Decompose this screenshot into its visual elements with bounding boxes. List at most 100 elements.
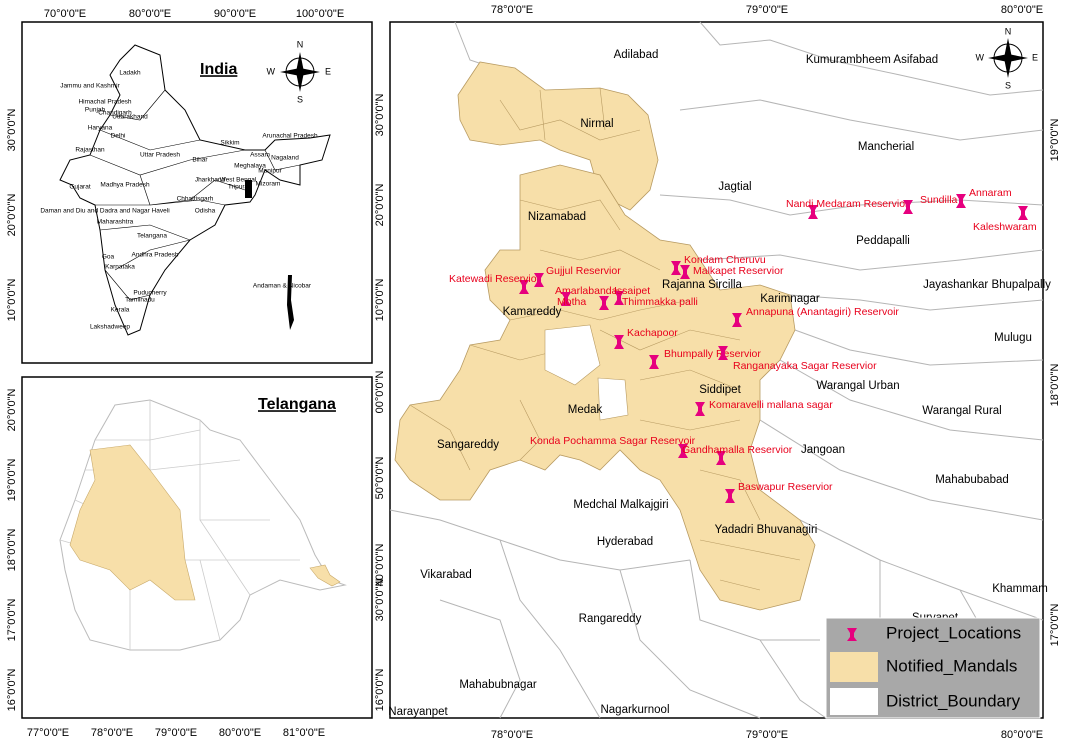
district-label: Nagarkurnool xyxy=(600,704,669,716)
legend-marker-swatch xyxy=(847,628,857,641)
mandal-gap xyxy=(544,324,601,386)
state-label: Manipur xyxy=(258,168,282,175)
district-label: Rajanna Sircilla xyxy=(662,279,743,291)
project-marker xyxy=(808,205,818,219)
lon-label: 80°0'0"E xyxy=(1001,729,1043,741)
lat-label: 30°0'0"N xyxy=(374,94,386,137)
project-marker xyxy=(678,444,688,458)
lon-label: 77°0'0"E xyxy=(27,727,69,739)
project-label: Thimmakka palli xyxy=(622,296,698,308)
lat-label: 50°0'0"N xyxy=(374,457,386,500)
project-label: Kaleshwaram xyxy=(973,221,1037,233)
legend-mandal-swatch xyxy=(830,652,878,682)
state-label: Delhi xyxy=(111,133,126,140)
lon-label: 79°0'0"E xyxy=(746,729,788,741)
panel-title: Telangana xyxy=(258,396,336,413)
state-label: West Bengal xyxy=(220,177,257,184)
state-label: Arunachal Pradesh xyxy=(262,133,318,140)
lat-label: 40°0'0"N xyxy=(374,544,386,587)
state-label: Haryana xyxy=(88,125,113,132)
state-label: Himachal Pradesh xyxy=(78,99,131,106)
mandal-gap xyxy=(597,377,629,421)
compass-e: E xyxy=(1032,52,1038,62)
district-label: Rangareddy xyxy=(579,613,642,625)
project-label: Kondam Cheruvu xyxy=(684,254,766,266)
project-label: Katewadi Reservior xyxy=(449,273,541,285)
district-label: Mancherial xyxy=(858,141,914,153)
project-marker xyxy=(519,280,529,294)
lat-label: 19°0'0"N xyxy=(6,459,18,502)
state-label: Mizoram xyxy=(256,181,281,188)
state-label: Maharashtra xyxy=(97,219,134,226)
state-label: Goa xyxy=(102,254,115,261)
district-label: Medchal Malkajgiri xyxy=(573,499,668,511)
lat-label: 16°0'0"N xyxy=(6,669,18,712)
compass-needle xyxy=(988,54,1028,62)
project-label: Bhumpally Reservior xyxy=(664,348,761,360)
state-label: Karnataka xyxy=(105,264,135,271)
project-label: Malkapet Reservior xyxy=(693,265,784,277)
notified-mandals xyxy=(457,61,659,211)
project-label: Nandi Medaram Reservior xyxy=(786,198,909,210)
legend-entry: Notified_Mandals xyxy=(886,656,1017,675)
project-label: Annaram xyxy=(969,187,1012,199)
lon-label: 79°0'0"E xyxy=(746,4,788,16)
project-label: Kachapoor xyxy=(627,327,678,339)
project-marker xyxy=(725,489,735,503)
lat-label: 18°0'0"N xyxy=(1049,364,1061,407)
state-label: Kerala xyxy=(111,307,130,314)
district-label: Mulugu xyxy=(994,332,1032,344)
district-label: Hyderabad xyxy=(597,536,653,548)
district-label: Nizamabad xyxy=(528,211,586,223)
compass-needle xyxy=(280,68,320,76)
district-label: Jangoan xyxy=(801,444,845,456)
compass-s: S xyxy=(297,94,303,104)
state-label: Puducherry xyxy=(133,290,167,297)
district-label: Karimnagar xyxy=(760,293,820,305)
legend-boundary-swatch xyxy=(830,688,878,715)
project-marker xyxy=(599,296,609,310)
compass-n: N xyxy=(1005,26,1012,36)
compass-rose: N E S W xyxy=(267,39,332,104)
project-label: Ranganayaka Sagar Reservior xyxy=(733,360,877,372)
state-label: Sikkim xyxy=(220,140,239,147)
state-label: Odisha xyxy=(195,208,216,215)
district-label: Peddapalli xyxy=(856,235,910,247)
state-label: Lakshadweep xyxy=(90,324,130,331)
lon-label: 100°0'0"E xyxy=(296,8,344,20)
state-label: Andaman & Nicobar xyxy=(253,283,312,290)
lat-label: 18°0'0"N xyxy=(6,529,18,572)
panel-title: India xyxy=(200,61,237,78)
project-label: Annapuna (Anantagiri) Reservoir xyxy=(746,306,899,318)
state-label: Meghalaya xyxy=(234,163,266,170)
telangana-mandals xyxy=(69,444,196,601)
project-marker xyxy=(718,346,728,360)
state-label: Tripura xyxy=(228,184,249,191)
lat-label: 16°0'0"N xyxy=(374,669,386,712)
district-label: Warangal Rural xyxy=(922,405,1001,417)
district-label: Adilabad xyxy=(614,49,659,61)
compass-n: N xyxy=(297,39,304,49)
lat-label: 20°0'0"N xyxy=(6,389,18,432)
state-label: Nagaland xyxy=(271,155,299,162)
state-label: Jharkhand xyxy=(195,177,226,184)
project-label: Sundilla xyxy=(920,194,958,206)
district-label: Mahabubabad xyxy=(935,474,1009,486)
district-label: Medak xyxy=(568,404,603,416)
lat-label: 19°0'0"N xyxy=(1049,119,1061,162)
state-label: Tamilnadu xyxy=(125,297,155,304)
lat-label: 20°0'0"N xyxy=(6,194,18,237)
lat-label: 17°0'0"N xyxy=(1049,604,1061,647)
lon-label: 80°0'0"E xyxy=(219,727,261,739)
india-state-lines xyxy=(89,89,301,301)
project-label: Issaipet xyxy=(614,285,650,297)
district-label: Khammam xyxy=(992,583,1048,595)
telangana-mandals xyxy=(309,564,341,587)
project-marker xyxy=(561,292,571,306)
district-label: Narayanpet xyxy=(388,706,448,718)
compass-w: W xyxy=(976,52,985,62)
compass-s: S xyxy=(1005,80,1011,90)
project-marker xyxy=(903,200,913,214)
project-marker xyxy=(649,355,659,369)
lon-label: 80°0'0"E xyxy=(1001,4,1043,16)
